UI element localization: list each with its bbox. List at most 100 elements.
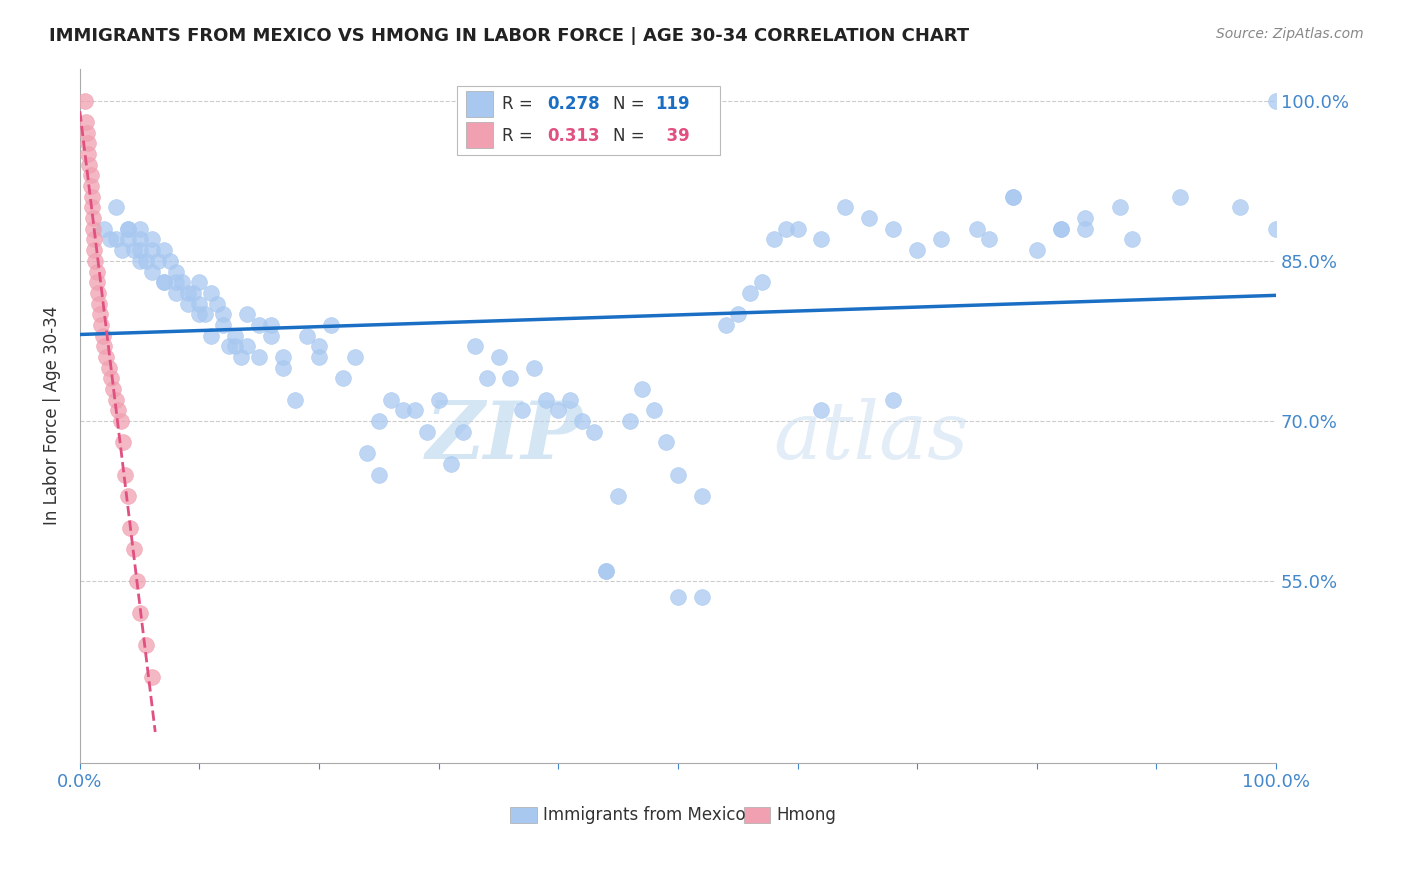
Point xyxy=(122,542,145,557)
Point xyxy=(114,467,136,482)
Point xyxy=(738,285,761,300)
Point xyxy=(236,307,259,321)
Text: R =: R = xyxy=(502,127,538,145)
Point xyxy=(1229,201,1251,215)
Point xyxy=(523,360,546,375)
Point xyxy=(117,221,139,235)
Point xyxy=(79,169,101,183)
Point xyxy=(97,360,120,375)
Point xyxy=(247,318,270,332)
Point xyxy=(107,403,129,417)
Point xyxy=(367,414,389,428)
Bar xyxy=(744,806,770,823)
Point xyxy=(79,179,101,194)
Point xyxy=(236,339,259,353)
Point xyxy=(260,318,283,332)
Point xyxy=(188,296,211,310)
Point xyxy=(83,243,105,257)
Point xyxy=(1025,243,1047,257)
Point xyxy=(77,136,100,151)
Bar xyxy=(510,806,537,823)
Point xyxy=(91,328,114,343)
Point xyxy=(93,339,115,353)
Point xyxy=(284,392,307,407)
Text: ZIP: ZIP xyxy=(426,398,582,475)
Point xyxy=(666,467,689,482)
Point xyxy=(98,232,121,246)
Point xyxy=(905,243,928,257)
Text: Immigrants from Mexico: Immigrants from Mexico xyxy=(543,806,745,824)
Point xyxy=(271,350,294,364)
Point xyxy=(111,243,134,257)
Point xyxy=(247,350,270,364)
Point xyxy=(655,435,678,450)
Point xyxy=(135,253,157,268)
Point xyxy=(86,264,108,278)
Point xyxy=(194,307,217,321)
Point xyxy=(128,232,150,246)
Y-axis label: In Labor Force | Age 30-34: In Labor Force | Age 30-34 xyxy=(44,306,60,525)
Point xyxy=(631,382,654,396)
Point xyxy=(1121,232,1143,246)
Point xyxy=(141,232,163,246)
Point xyxy=(77,147,100,161)
Point xyxy=(82,211,104,225)
Point xyxy=(260,328,283,343)
Point xyxy=(1265,94,1288,108)
Point xyxy=(367,467,389,482)
Point xyxy=(87,296,110,310)
Point xyxy=(165,285,187,300)
Point xyxy=(475,371,498,385)
Point xyxy=(141,243,163,257)
Point xyxy=(1049,221,1071,235)
Point xyxy=(87,285,110,300)
Point xyxy=(1168,190,1191,204)
Point xyxy=(83,232,105,246)
Point xyxy=(1073,221,1095,235)
Point xyxy=(332,371,354,385)
Point xyxy=(356,446,378,460)
Point xyxy=(1001,190,1024,204)
Point xyxy=(84,253,107,268)
Point xyxy=(464,339,486,353)
Point xyxy=(89,307,111,321)
Point xyxy=(595,564,617,578)
Point xyxy=(404,403,426,417)
Text: 119: 119 xyxy=(655,95,690,113)
Bar xyxy=(467,122,492,148)
Point xyxy=(571,414,593,428)
Text: Hmong: Hmong xyxy=(776,806,837,824)
Point xyxy=(141,671,163,685)
Point xyxy=(165,275,187,289)
Point xyxy=(690,489,713,503)
Point xyxy=(100,371,122,385)
Point xyxy=(391,403,413,417)
Point xyxy=(1073,211,1095,225)
Point xyxy=(176,296,198,310)
Point xyxy=(75,115,97,129)
Point xyxy=(224,328,246,343)
Point xyxy=(231,350,253,364)
Point xyxy=(128,243,150,257)
Point xyxy=(1001,190,1024,204)
Point xyxy=(607,489,630,503)
Point xyxy=(834,201,856,215)
Point xyxy=(152,243,174,257)
Point xyxy=(200,328,222,343)
Point xyxy=(929,232,952,246)
Point xyxy=(176,285,198,300)
Point xyxy=(643,403,665,417)
Point xyxy=(96,350,118,364)
Point xyxy=(79,158,101,172)
Point xyxy=(104,201,127,215)
Point xyxy=(380,392,402,407)
Point xyxy=(165,264,187,278)
Point xyxy=(427,392,450,407)
Point xyxy=(882,221,904,235)
Point xyxy=(295,328,318,343)
Point xyxy=(583,425,606,439)
Point xyxy=(810,403,832,417)
Point xyxy=(188,307,211,321)
Text: atlas: atlas xyxy=(773,398,969,475)
Point xyxy=(271,360,294,375)
